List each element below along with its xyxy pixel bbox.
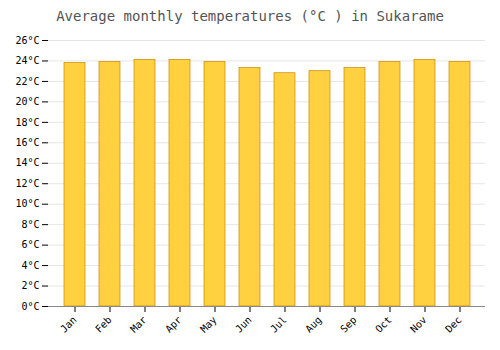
- svg-text:10°C: 10°C: [15, 198, 39, 209]
- svg-text:14°C: 14°C: [15, 157, 39, 168]
- svg-text:Jan: Jan: [58, 314, 79, 335]
- svg-text:Nov: Nov: [408, 314, 429, 335]
- svg-text:Jul: Jul: [268, 314, 289, 335]
- svg-text:2°C: 2°C: [21, 280, 39, 291]
- svg-text:Feb: Feb: [93, 314, 114, 335]
- svg-text:Sep: Sep: [338, 314, 359, 335]
- svg-text:22°C: 22°C: [15, 76, 39, 87]
- svg-text:May: May: [198, 314, 219, 335]
- svg-text:24°C: 24°C: [15, 55, 39, 66]
- svg-text:16°C: 16°C: [15, 137, 39, 148]
- svg-text:Jun: Jun: [233, 314, 254, 335]
- svg-text:8°C: 8°C: [21, 219, 39, 230]
- svg-text:20°C: 20°C: [15, 96, 39, 107]
- svg-text:Oct: Oct: [373, 314, 394, 335]
- svg-text:Dec: Dec: [443, 314, 464, 335]
- svg-text:12°C: 12°C: [15, 178, 39, 189]
- svg-text:4°C: 4°C: [21, 260, 39, 271]
- html-text:Average monthly temperatures (: Average monthly temperatures (°C ) in Su…: [56, 8, 444, 24]
- svg-text:Aug: Aug: [303, 314, 324, 335]
- svg-text:26°C: 26°C: [15, 35, 39, 46]
- svg-text:0°C: 0°C: [21, 301, 39, 312]
- svg-text:18°C: 18°C: [15, 117, 39, 128]
- svg-text:6°C: 6°C: [21, 239, 39, 250]
- svg-text:Apr: Apr: [163, 314, 184, 335]
- svg-text:Mar: Mar: [128, 314, 149, 335]
